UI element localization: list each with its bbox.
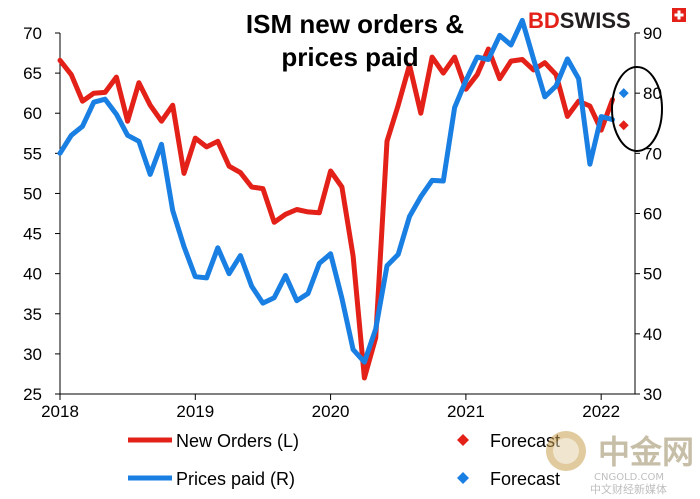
y-left-tick-label: 65 xyxy=(23,64,42,83)
chart-title-line2: prices paid xyxy=(281,42,418,72)
series-layer xyxy=(57,17,629,381)
y-left-tick-label: 25 xyxy=(23,385,42,404)
y-left-tick-label: 30 xyxy=(23,345,42,364)
legend-label-prices-paid: Prices paid (R) xyxy=(176,469,295,489)
legend-marker-forecast-blue xyxy=(457,472,469,484)
series-line-prices-paid xyxy=(57,17,615,365)
y-left-tick-label: 50 xyxy=(23,184,42,203)
watermark-logo: 中金网 CNGOLD.COM 中文财经新媒体 xyxy=(546,431,694,496)
watermark-domain: CNGOLD.COM xyxy=(594,472,664,483)
legend-label-forecast-2: Forecast xyxy=(490,469,560,489)
svg-text:BDSWISS: BDSWISS xyxy=(528,8,631,33)
axes: 25 30 35 40 45 50 55 60 65 70 30 40 50 60 70 80 90 2018 20… xyxy=(23,24,662,421)
forecast-point xyxy=(618,88,629,99)
x-tick-label: 2022 xyxy=(582,402,620,421)
y-left-tick-label: 70 xyxy=(23,24,42,43)
y-right-tick-label: 70 xyxy=(643,144,662,163)
y-right-tick-label: 30 xyxy=(643,385,662,404)
y-left-tick-label: 35 xyxy=(23,305,42,324)
forecast-highlight-ellipse xyxy=(611,66,663,152)
legend: New Orders (L) Forecast Prices paid (R) … xyxy=(128,431,560,489)
x-tick-label: 2019 xyxy=(176,402,214,421)
y-right-tick-label: 40 xyxy=(643,325,662,344)
brand-name-part1: BD xyxy=(528,8,560,33)
series-line-new-orders xyxy=(57,46,615,381)
legend-label-new-orders: New Orders (L) xyxy=(176,431,299,451)
watermark-subtext: 中文财经新媒体 xyxy=(590,482,667,496)
legend-marker-forecast-red xyxy=(457,434,469,446)
y-left-tick-label: 40 xyxy=(23,265,42,284)
watermark-text: 中金网 xyxy=(598,433,694,471)
y-right-tick-label: 80 xyxy=(643,84,662,103)
x-tick-label: 2021 xyxy=(447,402,485,421)
x-tick-label: 2018 xyxy=(41,402,79,421)
forecast-point xyxy=(618,120,629,131)
y-right-tick-label: 60 xyxy=(643,205,662,224)
chart-title-line1: ISM new orders & xyxy=(246,9,464,39)
coin-icon xyxy=(546,431,586,471)
brand-logo: BDSWISS xyxy=(528,8,686,33)
brand-name-part2: SWISS xyxy=(560,8,631,33)
y-left-tick-label: 60 xyxy=(23,104,42,123)
y-right-tick-label: 90 xyxy=(643,24,662,43)
y-left-tick-label: 45 xyxy=(23,225,42,244)
y-left-tick-label: 55 xyxy=(23,144,42,163)
legend-label-forecast-1: Forecast xyxy=(490,431,560,451)
y-right-tick-label: 50 xyxy=(643,265,662,284)
x-tick-label: 2020 xyxy=(312,402,350,421)
